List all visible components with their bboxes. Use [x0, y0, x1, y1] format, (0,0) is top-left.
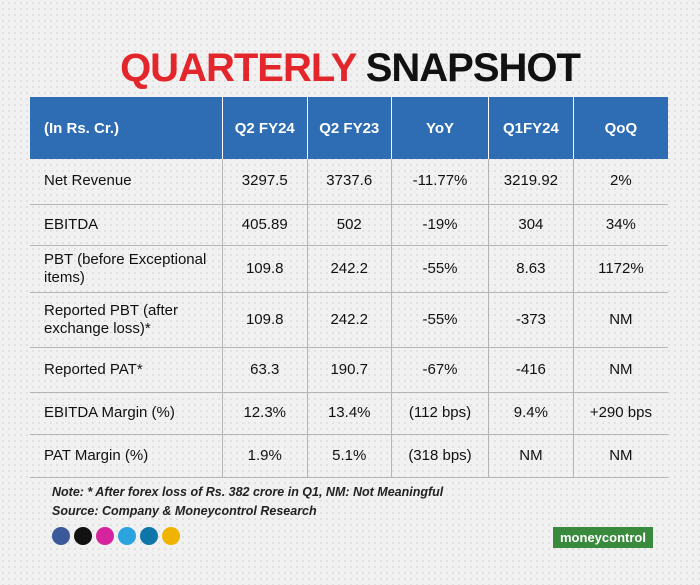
- cell: NM: [573, 434, 668, 478]
- row-label: Reported PAT*: [30, 347, 223, 393]
- source: Source: Company & Moneycontrol Research: [52, 504, 317, 518]
- cell: -416: [488, 347, 574, 393]
- cell: -55%: [391, 292, 490, 348]
- cell: 63.3: [222, 347, 308, 393]
- snapshot-table: (In Rs. Cr.) Q2 FY24 Q2 FY23 YoY Q1FY24 QoQ N…: [30, 97, 668, 478]
- cell: 1.9%: [222, 434, 308, 478]
- telegram-icon[interactable]: [118, 527, 136, 545]
- header-cell: QoQ: [573, 97, 668, 159]
- cell: NM: [488, 434, 574, 478]
- title: QUARTERLY SNAPSHOT: [0, 46, 700, 91]
- cell: 502: [307, 204, 392, 246]
- row-label: PAT Margin (%): [30, 434, 223, 478]
- header-cell: Q1FY24: [488, 97, 574, 159]
- x-icon[interactable]: [74, 527, 92, 545]
- cell: +290 bps: [573, 392, 668, 435]
- cell: 190.7: [307, 347, 392, 393]
- table-row: PAT Margin (%) 1.9% 5.1% (318 bps) NM NM: [30, 434, 668, 478]
- social-icons: [52, 527, 184, 550]
- cell: 13.4%: [307, 392, 392, 435]
- cell: 3737.6: [307, 159, 392, 205]
- table-row: Reported PAT* 63.3 190.7 -67% -416 NM: [30, 347, 668, 393]
- table-row: EBITDA 405.89 502 -19% 304 34%: [30, 204, 668, 246]
- row-label: EBITDA Margin (%): [30, 392, 223, 435]
- cell: 1172%: [573, 245, 668, 293]
- cell: -19%: [391, 204, 490, 246]
- cell: (318 bps): [391, 434, 490, 478]
- cell: -11.77%: [391, 159, 490, 205]
- row-label: EBITDA: [30, 204, 223, 246]
- logo: moneycontrol: [553, 527, 653, 548]
- cell: 12.3%: [222, 392, 308, 435]
- cell: NM: [573, 292, 668, 348]
- cell: NM: [573, 347, 668, 393]
- note: Note: * After forex loss of Rs. 382 cror…: [52, 485, 444, 499]
- header-row: (In Rs. Cr.) Q2 FY24 Q2 FY23 YoY Q1FY24 QoQ: [30, 97, 668, 159]
- cell: 109.8: [222, 292, 308, 348]
- cell: 242.2: [307, 292, 392, 348]
- table-body: Net Revenue 3297.5 3737.6 -11.77% 3219.92 2% E…: [30, 159, 668, 478]
- title-red: QUARTERLY: [120, 46, 356, 90]
- cell: -55%: [391, 245, 490, 293]
- cell: 9.4%: [488, 392, 574, 435]
- row-label: PBT (before Exceptional items): [30, 245, 223, 293]
- header-cell: YoY: [391, 97, 490, 159]
- row-label: Reported PBT (after exchange loss)*: [30, 292, 223, 348]
- cell: 405.89: [222, 204, 308, 246]
- cell: 5.1%: [307, 434, 392, 478]
- cell: (112 bps): [391, 392, 490, 435]
- title-black: SNAPSHOT: [365, 46, 581, 90]
- table-row: Net Revenue 3297.5 3737.6 -11.77% 3219.92 2%: [30, 159, 668, 205]
- instagram-icon[interactable]: [96, 527, 114, 545]
- cell: 8.63: [488, 245, 574, 293]
- notification-icon[interactable]: [162, 527, 180, 545]
- cell: -67%: [391, 347, 490, 393]
- table-row: PBT (before Exceptional items) 109.8 242.2…: [30, 245, 668, 293]
- table-row: EBITDA Margin (%) 12.3% 13.4% (112 bps) 9.4%…: [30, 392, 668, 435]
- cell: 304: [488, 204, 574, 246]
- table-row: Reported PBT (after exchange loss)* 109.8…: [30, 292, 668, 348]
- row-label: Net Revenue: [30, 159, 223, 205]
- cell: 3297.5: [222, 159, 308, 205]
- cell: -373: [488, 292, 574, 348]
- cell: 2%: [573, 159, 668, 205]
- linkedin-icon[interactable]: [140, 527, 158, 545]
- cell: 109.8: [222, 245, 308, 293]
- header-cell: (In Rs. Cr.): [30, 97, 223, 159]
- cell: 242.2: [307, 245, 392, 293]
- cell: 3219.92: [488, 159, 574, 205]
- cell: 34%: [573, 204, 668, 246]
- header-cell: Q2 FY24: [222, 97, 308, 159]
- facebook-icon[interactable]: [52, 527, 70, 545]
- header-cell: Q2 FY23: [307, 97, 392, 159]
